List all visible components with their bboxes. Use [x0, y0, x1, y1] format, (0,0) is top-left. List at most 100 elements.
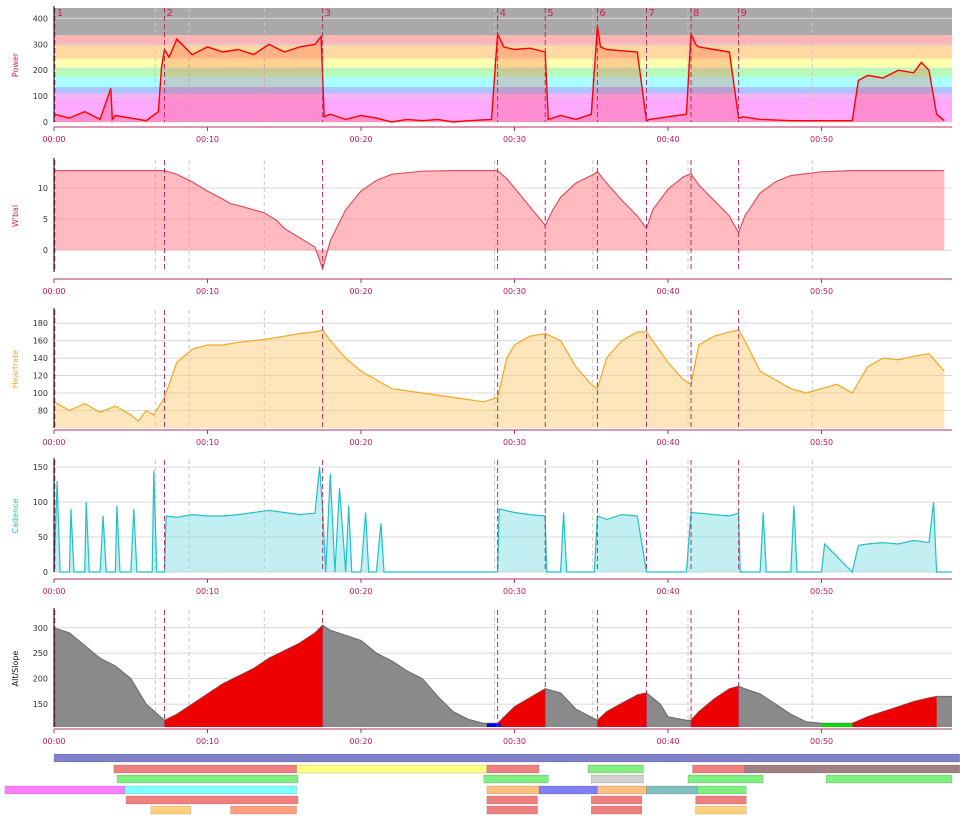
interval-marker-label: 4	[500, 8, 506, 19]
interval-block	[296, 764, 488, 774]
x-tick-label: 00:50	[810, 438, 833, 447]
interval-block	[597, 785, 647, 795]
series-area	[54, 330, 945, 428]
y-tick-label: 300	[33, 624, 48, 633]
interval-block	[125, 795, 299, 805]
series-line	[53, 466, 952, 574]
interval-block	[486, 764, 540, 774]
power-zone-band	[54, 8, 952, 36]
interval-marker-label: 2	[167, 8, 173, 19]
interval-block	[692, 764, 746, 774]
interval-marker-label: 5	[547, 8, 553, 19]
y-tick-label: 10	[38, 184, 48, 193]
y-tick-label: 200	[33, 675, 48, 684]
x-tick-label: 00:50	[810, 587, 833, 596]
panel-cadence: 0 50 100 150 00:00 00:10 00:20 00:30 00:40 00:50 C…	[11, 458, 952, 596]
interval-block	[53, 753, 960, 763]
interval-block	[150, 805, 191, 815]
interval-block	[744, 764, 960, 774]
y-tick-label: 0	[43, 118, 48, 127]
power-zone-band	[54, 76, 952, 88]
y-tick-label: 400	[33, 14, 48, 23]
x-tick-label: 00:20	[349, 135, 372, 144]
x-tick-label: 00:20	[349, 287, 372, 296]
x-tick-label: 00:40	[656, 135, 679, 144]
x-tick-label: 00:10	[196, 135, 219, 144]
interval-block	[591, 805, 643, 815]
interval-marker-label: 8	[693, 8, 699, 19]
interval-block	[124, 785, 297, 795]
interval-blocks-strip	[4, 753, 960, 815]
interval-block	[116, 774, 299, 784]
interval-block	[587, 764, 644, 774]
x-tick-label: 00:00	[42, 587, 65, 596]
flat-segment	[821, 723, 853, 727]
panel-heartrate: 80 100 120 140 160 180 00:00 00:10 00:20 00:30 00:…	[11, 308, 952, 447]
x-tick-label: 00:00	[42, 287, 65, 296]
climb-segment	[852, 696, 937, 727]
panel-alt-slope: 150 200 250 300 00:00 00:10 00:20 00:30 00:40 00:…	[11, 608, 952, 746]
x-tick-label: 00:40	[656, 737, 679, 746]
climb-segment	[597, 692, 647, 727]
interval-block	[486, 795, 538, 805]
x-tick-label: 00:20	[349, 587, 372, 596]
x-tick-label: 00:40	[656, 287, 679, 296]
y-tick-label: 100	[33, 389, 48, 398]
panel-w-bal: 0 5 10 00:00 00:10 00:20 00:30 00:40 00:50 W'bal	[11, 158, 952, 296]
interval-block	[825, 774, 953, 784]
series-line	[53, 329, 945, 422]
series-line	[53, 25, 945, 123]
interval-block	[483, 774, 549, 784]
x-tick-label: 00:30	[503, 135, 526, 144]
interval-block	[591, 795, 643, 805]
y-tick-label: 0	[43, 568, 48, 577]
interval-block	[4, 785, 125, 795]
x-tick-label: 00:10	[196, 438, 219, 447]
y-tick-label: 150	[33, 463, 48, 472]
power-zone-band	[54, 93, 952, 122]
y-axis-label: Heartrate	[11, 350, 20, 389]
x-tick-label: 00:20	[349, 737, 372, 746]
y-tick-label: 0	[43, 246, 48, 255]
x-tick-label: 00:40	[656, 438, 679, 447]
y-tick-label: 180	[33, 319, 48, 328]
interval-block	[646, 785, 698, 795]
interval-block	[230, 805, 297, 815]
series-area	[54, 26, 945, 123]
x-tick-label: 00:10	[196, 587, 219, 596]
x-tick-label: 00:10	[196, 737, 219, 746]
interval-block	[486, 805, 538, 815]
y-axis-label: Cadence	[11, 498, 20, 533]
interval-block	[538, 785, 598, 795]
interval-block	[695, 795, 747, 805]
y-tick-label: 200	[33, 66, 48, 75]
y-axis-label: W'bal	[11, 205, 20, 227]
x-tick-label: 00:30	[503, 438, 526, 447]
x-tick-label: 00:50	[810, 737, 833, 746]
y-tick-label: 160	[33, 337, 48, 346]
x-tick-label: 00:50	[810, 135, 833, 144]
x-tick-label: 00:10	[196, 287, 219, 296]
interval-marker-label: 9	[741, 8, 747, 19]
climb-segment	[164, 625, 323, 727]
interval-block	[687, 774, 764, 784]
interval-marker-label: 6	[599, 8, 605, 19]
x-tick-label: 00:30	[503, 587, 526, 596]
x-tick-label: 00:20	[349, 438, 372, 447]
x-tick-label: 00:00	[42, 737, 65, 746]
power-zone-band	[54, 35, 952, 46]
y-tick-label: 120	[33, 372, 48, 381]
y-tick-label: 150	[33, 700, 48, 709]
descent-segment	[486, 723, 501, 727]
power-zone-band	[54, 67, 952, 77]
series-area	[54, 467, 952, 572]
panel-power: 0 100 200 300 400 1 2 3 4 5 6 7 8 9 00:00 00:10 00:20 00:…	[11, 6, 952, 144]
y-tick-label: 5	[43, 215, 48, 224]
climb-segment	[691, 686, 739, 727]
y-tick-label: 100	[33, 498, 48, 507]
interval-block	[696, 785, 747, 795]
x-tick-label: 00:00	[42, 438, 65, 447]
climb-segment	[497, 688, 546, 727]
x-tick-label: 00:40	[656, 587, 679, 596]
x-tick-label: 00:50	[810, 287, 833, 296]
